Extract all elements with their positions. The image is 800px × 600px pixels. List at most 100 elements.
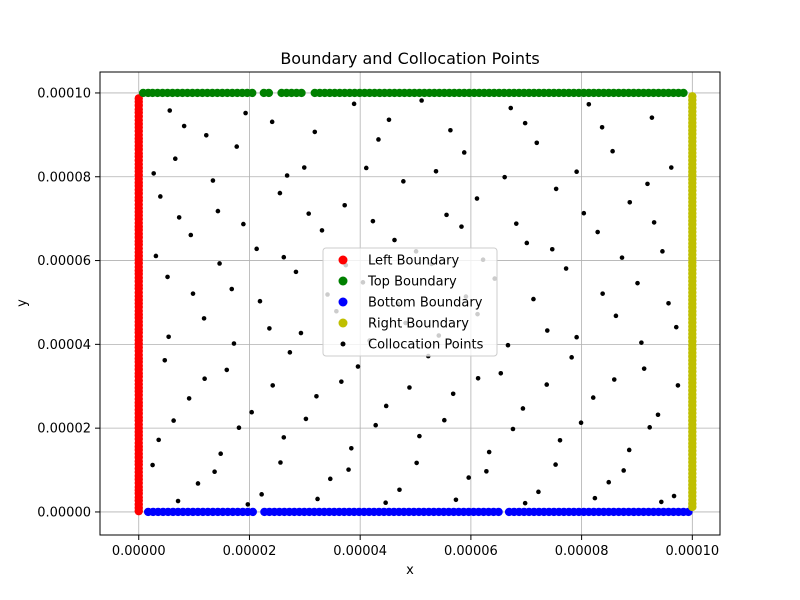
data-point [259, 492, 264, 497]
y-axis-label: y [15, 299, 30, 307]
legend-marker [338, 276, 348, 286]
data-point [505, 342, 511, 348]
legend-label: Collocation Points [368, 338, 484, 353]
data-point [306, 211, 311, 216]
data-point [574, 334, 579, 340]
data-point [595, 229, 600, 235]
data-point [284, 173, 290, 178]
data-point [419, 98, 424, 103]
data-point [453, 497, 459, 503]
chart-title: Boundary and Collocation Points [280, 49, 539, 68]
data-point [645, 181, 650, 187]
data-point [153, 253, 159, 259]
series-top-boundary [138, 88, 688, 98]
data-point [397, 487, 402, 493]
data-point [212, 469, 217, 475]
data-point [355, 364, 361, 369]
x-tick-label: 0.00010 [665, 544, 719, 559]
data-point [442, 417, 447, 423]
x-tick-label: 0.00008 [555, 544, 609, 559]
x-tick-label: 0.00000 [112, 544, 166, 559]
x-axis-label: x [406, 563, 414, 578]
data-point [277, 190, 283, 196]
data-point [383, 500, 388, 506]
y-tick-label: 0.00008 [37, 170, 91, 185]
data-point [450, 391, 456, 397]
data-point [267, 326, 272, 331]
data-point [234, 144, 240, 149]
data-point [298, 330, 304, 336]
data-point [303, 416, 309, 422]
data-point [392, 237, 397, 243]
data-point [195, 481, 201, 486]
data-point [401, 179, 406, 184]
data-point [578, 420, 584, 426]
data-point [297, 88, 306, 98]
series-left-boundary [134, 94, 143, 516]
data-point [641, 366, 647, 371]
legend-label: Bottom Boundary [368, 296, 483, 311]
data-point [167, 108, 173, 113]
data-points [134, 88, 697, 517]
data-point [217, 261, 222, 266]
data-point [248, 88, 257, 98]
data-point [513, 221, 519, 226]
series-right-boundary [688, 92, 697, 512]
data-point [150, 462, 155, 468]
data-point [671, 493, 677, 499]
data-point [248, 507, 257, 517]
data-point [668, 165, 674, 170]
data-point [524, 240, 530, 246]
data-point [319, 228, 325, 233]
data-point [327, 476, 333, 482]
data-point [606, 479, 612, 485]
x-tick-label: 0.00002 [223, 544, 277, 559]
legend-marker [338, 255, 348, 265]
x-tick-label: 0.00006 [444, 544, 498, 559]
data-point [666, 300, 671, 306]
data-point [281, 435, 287, 440]
legend-label: Left Boundary [368, 254, 460, 269]
series-bottom-boundary [143, 507, 693, 517]
data-point [613, 313, 619, 319]
data-point [414, 460, 419, 466]
data-point [659, 499, 664, 505]
data-point [660, 249, 665, 254]
plot-area-frame [99, 71, 721, 536]
data-point [475, 375, 481, 381]
y-tick-label: 0.00006 [37, 254, 91, 269]
data-point [210, 178, 216, 183]
data-point [599, 125, 605, 130]
x-axis-ticks: 0.00000 0.00002 0.00004 0.00006 0.00008 0.000… [112, 535, 719, 559]
data-point [647, 425, 652, 430]
data-point [522, 500, 528, 506]
data-point [181, 123, 187, 129]
data-point [502, 174, 507, 180]
data-point [534, 140, 540, 146]
y-tick-label: 0.00000 [37, 505, 91, 520]
data-point [264, 88, 274, 98]
data-point [466, 475, 471, 480]
legend-item: Left Boundary [338, 254, 460, 269]
legend-item: Bottom Boundary [338, 296, 483, 311]
legend-label: Right Boundary [368, 317, 469, 332]
data-point [461, 150, 467, 155]
data-point [166, 334, 171, 340]
data-point [349, 445, 354, 451]
data-point [553, 186, 559, 192]
data-point [287, 350, 293, 355]
data-point [649, 115, 655, 120]
data-point [655, 412, 661, 418]
data-point [351, 101, 357, 107]
data-point [621, 468, 626, 473]
data-point [590, 395, 596, 400]
data-point [549, 246, 555, 252]
data-point [510, 426, 516, 432]
legend-marker [338, 318, 348, 328]
data-point [215, 208, 221, 214]
data-point [241, 221, 246, 227]
data-point [218, 451, 223, 457]
data-point [563, 266, 569, 271]
data-point [611, 377, 617, 382]
